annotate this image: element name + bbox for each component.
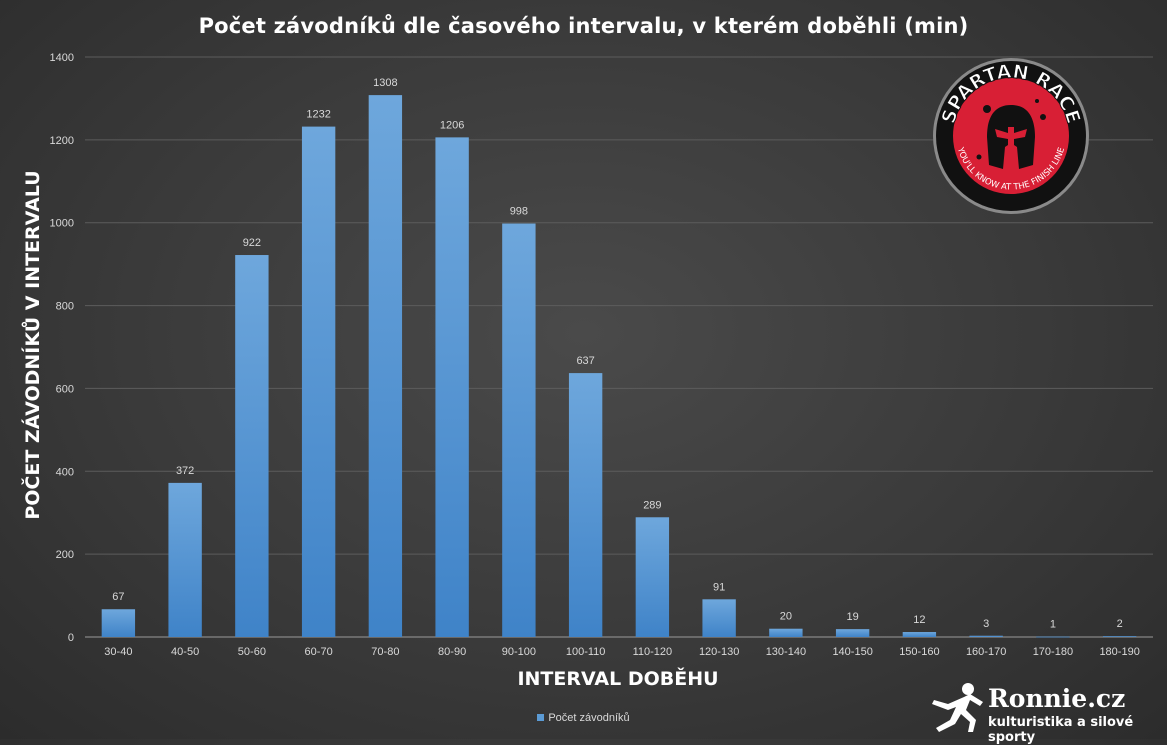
bar-130-140 bbox=[769, 628, 803, 637]
bar-170-180 bbox=[1036, 636, 1070, 638]
bar-40-50 bbox=[168, 482, 202, 637]
y-tick-label: 600 bbox=[56, 383, 74, 395]
bar-50-60 bbox=[235, 255, 269, 637]
bar-110-120 bbox=[635, 517, 670, 637]
data-label-150-160: 12 bbox=[913, 614, 925, 626]
legend-swatch bbox=[537, 714, 545, 721]
bar-160-170 bbox=[969, 635, 1003, 637]
legend: Počet závodníků bbox=[0, 712, 1167, 724]
data-label-180-190: 2 bbox=[1117, 618, 1123, 630]
data-label-170-180: 1 bbox=[1050, 619, 1056, 631]
data-label-90-100: 998 bbox=[510, 206, 528, 218]
spartan-race-logo: SPARTAN RACE YOU'LL KNOW AT THE FINISH L… bbox=[933, 58, 1089, 214]
data-label-160-170: 3 bbox=[983, 618, 989, 630]
x-tick-labels: 30-40 40-50 50-60 60-70 70-80 80-90 90-100 100-… bbox=[104, 646, 1140, 658]
y-tick-label: 1400 bbox=[50, 52, 74, 64]
data-label-60-70: 1232 bbox=[306, 109, 330, 121]
x-tick-label: 170-180 bbox=[1033, 646, 1073, 658]
data-label-40-50: 372 bbox=[176, 465, 194, 477]
data-label-100-110: 637 bbox=[576, 355, 594, 367]
bar-140-150 bbox=[835, 629, 870, 637]
x-tick-label: 30-40 bbox=[104, 646, 132, 658]
x-tick-label: 120-130 bbox=[699, 646, 739, 658]
data-label-130-140: 20 bbox=[780, 611, 792, 623]
chart-title: Počet závodníků dle časového intervalu, … bbox=[198, 14, 969, 38]
bars bbox=[101, 95, 1137, 638]
runner-icon bbox=[932, 683, 983, 732]
bar-100-110 bbox=[568, 373, 603, 637]
data-label-140-150: 19 bbox=[847, 611, 859, 623]
x-tick-label: 60-70 bbox=[305, 646, 333, 658]
data-label-120-130: 91 bbox=[713, 581, 725, 593]
y-tick-label: 0 bbox=[68, 632, 74, 644]
x-tick-label: 160-170 bbox=[966, 646, 1006, 658]
bar-80-90 bbox=[435, 137, 469, 637]
y-tick-label: 400 bbox=[56, 466, 74, 478]
y-tick-label: 1200 bbox=[50, 135, 74, 147]
ronnie-brand-logo: Ronnie.cz kulturistika a silové sporty bbox=[928, 680, 1158, 745]
x-tick-label: 140-150 bbox=[832, 646, 872, 658]
data-label-110-120: 289 bbox=[643, 499, 661, 511]
x-tick-label: 70-80 bbox=[371, 646, 399, 658]
x-tick-label: 80-90 bbox=[438, 646, 466, 658]
bar-60-70 bbox=[301, 126, 336, 637]
bar-30-40 bbox=[101, 609, 136, 637]
data-label-80-90: 1206 bbox=[440, 119, 464, 131]
x-tick-label: 150-160 bbox=[899, 646, 939, 658]
data-label-70-80: 1308 bbox=[373, 77, 397, 89]
brand-name: Ronnie.cz bbox=[988, 684, 1126, 713]
x-tick-label: 110-120 bbox=[633, 646, 673, 658]
x-tick-label: 100-110 bbox=[566, 646, 606, 658]
bar-70-80 bbox=[368, 95, 403, 638]
legend-label: Počet závodníků bbox=[548, 712, 630, 724]
bar-150-160 bbox=[902, 632, 937, 637]
data-label-30-40: 67 bbox=[112, 591, 124, 603]
y-axis-label: POČET ZÁVODNÍKŮ V INTERVALU bbox=[22, 170, 44, 520]
brand-tagline: kulturistika a silové sporty bbox=[988, 715, 1134, 745]
bar-90-100 bbox=[502, 223, 536, 638]
bar-120-130 bbox=[702, 599, 736, 637]
x-tick-label: 50-60 bbox=[238, 646, 266, 658]
bar-180-190 bbox=[1102, 636, 1137, 637]
y-tick-label: 1000 bbox=[50, 218, 74, 230]
x-tick-label: 40-50 bbox=[171, 646, 199, 658]
data-label-50-60: 922 bbox=[243, 237, 261, 249]
x-tick-label: 180-190 bbox=[1099, 646, 1139, 658]
x-axis-label: INTERVAL DOBĚHU bbox=[517, 668, 719, 690]
x-tick-label: 130-140 bbox=[766, 646, 806, 658]
y-tick-label: 200 bbox=[56, 549, 74, 561]
y-tick-label: 800 bbox=[56, 301, 74, 313]
x-tick-label: 90-100 bbox=[502, 646, 536, 658]
y-tick-labels: 0 200 400 600 800 1000 1200 1400 bbox=[50, 52, 74, 644]
